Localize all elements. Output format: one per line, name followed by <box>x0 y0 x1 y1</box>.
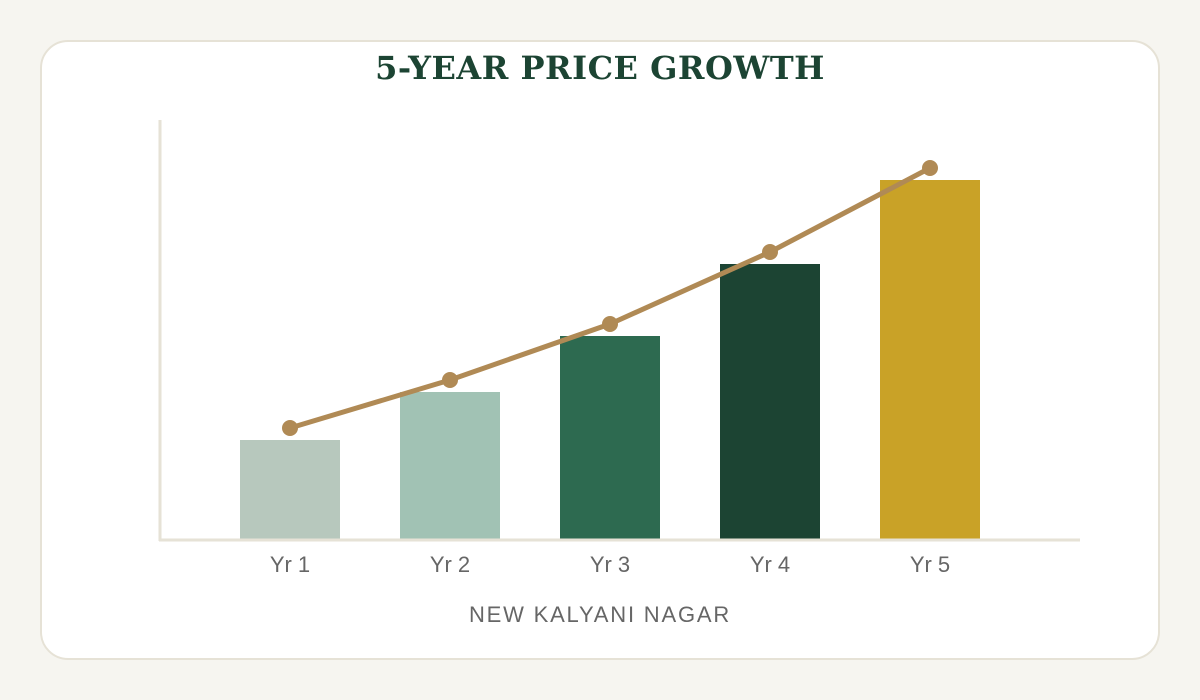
trend-point-4 <box>762 244 778 260</box>
bar-1 <box>240 440 340 540</box>
x-tick-label: Yr 1 <box>270 552 310 577</box>
x-tick-label: Yr 2 <box>430 552 470 577</box>
trend-point-5 <box>922 160 938 176</box>
bar-3 <box>560 336 660 540</box>
trend-point-3 <box>602 316 618 332</box>
chart-x-label: NEW KALYANI NAGAR <box>468 602 732 627</box>
chart-title: 5-YEAR PRICE GROWTH <box>375 49 825 87</box>
trend-layer <box>282 160 938 436</box>
trend-point-2 <box>442 372 458 388</box>
bar-4 <box>720 264 820 540</box>
x-tick-label: Yr 5 <box>910 552 950 577</box>
bars-layer <box>240 180 980 540</box>
x-tick-label: Yr 3 <box>590 552 630 577</box>
bar-5 <box>880 180 980 540</box>
trend-point-1 <box>282 420 298 436</box>
x-tick-label: Yr 4 <box>750 552 790 577</box>
bar-2 <box>400 392 500 540</box>
x-tick-labels: Yr 1 Yr 2 Yr 3 Yr 4 Yr 5 <box>270 552 950 577</box>
